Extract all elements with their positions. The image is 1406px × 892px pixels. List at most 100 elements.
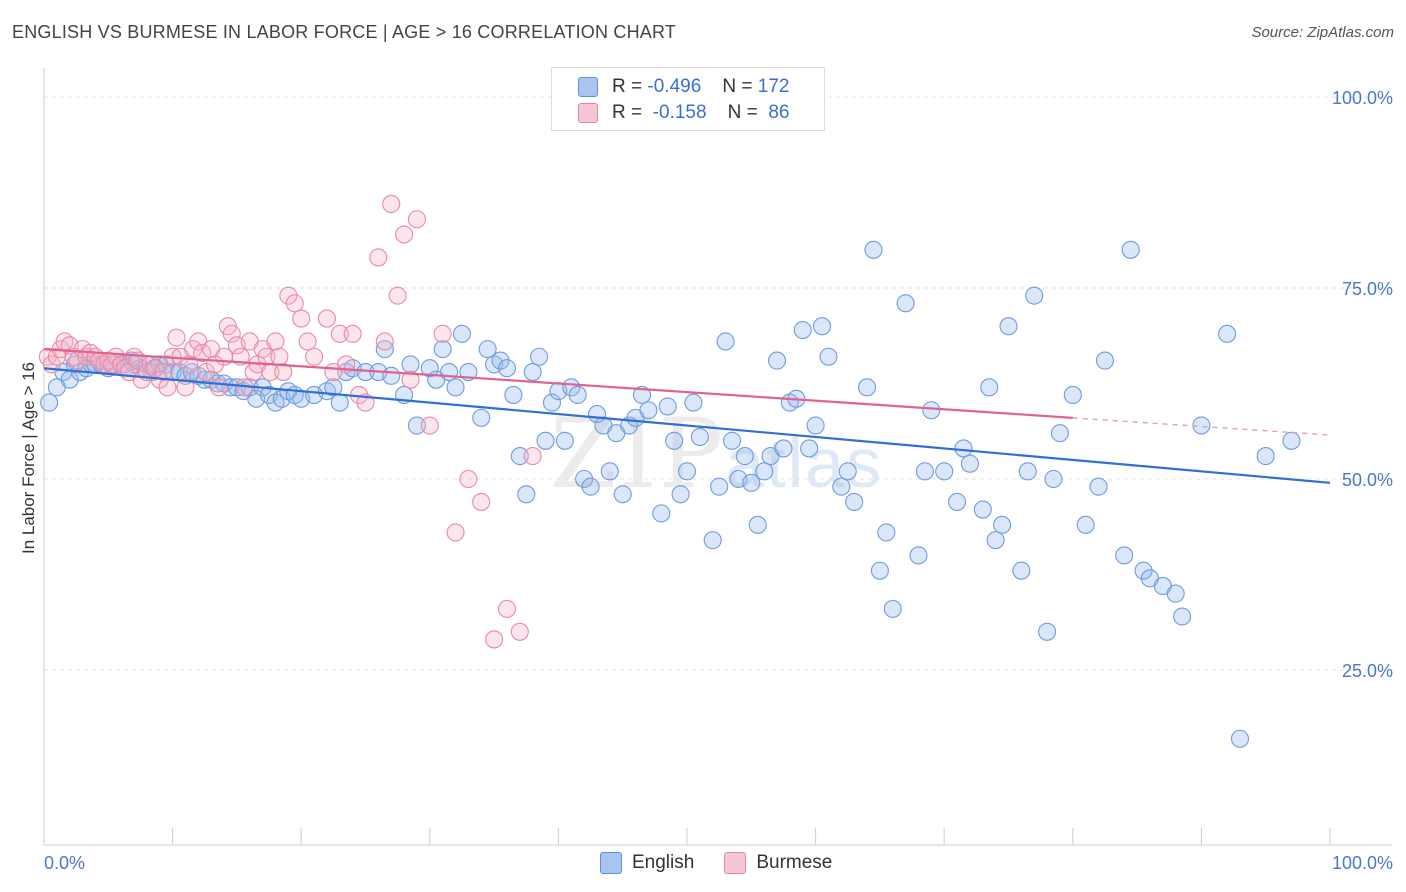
burmese-point bbox=[270, 347, 289, 366]
burmese-point bbox=[266, 332, 285, 351]
english-point bbox=[690, 427, 709, 447]
english-point bbox=[857, 378, 877, 397]
english-point bbox=[1095, 351, 1114, 370]
english-point bbox=[980, 378, 999, 397]
burmese-point bbox=[317, 309, 336, 328]
english-point bbox=[420, 359, 439, 378]
burmese-point bbox=[388, 286, 407, 305]
legend-item-burmese[interactable]: Burmese bbox=[724, 852, 832, 874]
english-point bbox=[433, 340, 452, 359]
english-point bbox=[497, 359, 517, 378]
english-point bbox=[677, 462, 697, 481]
english-point bbox=[504, 385, 523, 405]
english-point bbox=[407, 416, 426, 435]
burmese-trendline-extension bbox=[1072, 417, 1331, 436]
english-point bbox=[665, 431, 684, 450]
burmese-point bbox=[497, 599, 517, 618]
english-point bbox=[658, 397, 677, 416]
english-point bbox=[735, 447, 754, 466]
english-point bbox=[1121, 240, 1140, 259]
legend-n-value: 172 bbox=[757, 76, 790, 97]
english-point bbox=[767, 351, 787, 370]
english-point bbox=[639, 401, 658, 420]
english-point bbox=[845, 492, 864, 511]
english-point bbox=[1018, 462, 1037, 481]
english-point bbox=[870, 561, 889, 580]
burmese-point bbox=[154, 362, 173, 382]
burmese-point bbox=[274, 362, 293, 382]
burmese-point bbox=[420, 416, 439, 435]
english-point bbox=[530, 347, 549, 366]
legend-n-value: 86 bbox=[768, 102, 790, 123]
english-point bbox=[575, 469, 594, 489]
english-point bbox=[491, 351, 510, 370]
english-point bbox=[896, 294, 915, 313]
legend-r-label: R = bbox=[612, 76, 643, 97]
english-point bbox=[935, 462, 954, 481]
english-point bbox=[1038, 622, 1057, 641]
burmese-point bbox=[158, 378, 177, 397]
english-point bbox=[324, 378, 343, 397]
english-point bbox=[774, 439, 793, 458]
legend-swatch-english bbox=[578, 77, 598, 97]
english-point bbox=[877, 523, 896, 542]
legend-r-label: R = bbox=[612, 102, 643, 123]
burmese-point bbox=[446, 523, 465, 542]
english-point bbox=[722, 431, 742, 450]
english-point bbox=[472, 408, 491, 427]
burmese-point bbox=[222, 324, 241, 343]
english-point bbox=[684, 393, 703, 412]
y-tick-label: 50.0% bbox=[1342, 470, 1393, 490]
burmese-point bbox=[167, 328, 186, 347]
english-point bbox=[382, 366, 401, 385]
burmese-point bbox=[209, 378, 228, 397]
english-point bbox=[864, 240, 883, 259]
burmese-point bbox=[176, 378, 195, 397]
legend-label-english: English bbox=[632, 852, 695, 873]
burmese-point bbox=[285, 294, 304, 313]
burmese-point bbox=[298, 332, 317, 351]
english-point bbox=[993, 515, 1012, 534]
english-point bbox=[517, 485, 536, 504]
english-point bbox=[960, 454, 979, 473]
english-point bbox=[1256, 447, 1275, 466]
y-tick-label: 100.0% bbox=[1332, 88, 1393, 108]
english-point bbox=[748, 515, 767, 534]
legend-label-burmese: Burmese bbox=[756, 852, 833, 873]
burmese-point bbox=[375, 332, 394, 351]
english-point bbox=[742, 473, 761, 492]
burmese-point bbox=[472, 492, 491, 511]
legend-item-english[interactable]: English bbox=[600, 852, 694, 874]
english-point bbox=[542, 393, 562, 412]
burmese-point bbox=[343, 324, 362, 343]
legend-row-burmese: R = -0.158 N = 86 bbox=[578, 102, 789, 124]
english-point bbox=[581, 477, 600, 496]
english-point bbox=[568, 385, 587, 405]
english-point bbox=[948, 492, 967, 511]
burmese-point bbox=[433, 324, 452, 343]
legend-r-value: -0.158 bbox=[652, 102, 707, 123]
english-point bbox=[1282, 431, 1301, 450]
english-point bbox=[652, 504, 671, 523]
burmese-point bbox=[279, 286, 298, 305]
burmese-point bbox=[330, 324, 349, 343]
english-point bbox=[401, 355, 420, 374]
correlation-legend: R = -0.496 N = 172 R = -0.158 N = 86 bbox=[551, 67, 825, 131]
english-point bbox=[909, 546, 928, 565]
legend-n-label: N = bbox=[722, 76, 753, 97]
english-point bbox=[1218, 324, 1237, 343]
english-point bbox=[710, 477, 729, 496]
burmese-point bbox=[407, 210, 426, 229]
english-point bbox=[613, 485, 632, 504]
english-point bbox=[478, 340, 497, 359]
burmese-point bbox=[257, 347, 276, 366]
burmese-point bbox=[305, 347, 324, 366]
english-point bbox=[446, 378, 465, 397]
english-point bbox=[671, 485, 690, 504]
burmese-trendline bbox=[43, 348, 1073, 419]
burmese-point bbox=[395, 225, 414, 244]
english-point bbox=[922, 401, 941, 420]
legend-swatch-english bbox=[600, 852, 622, 874]
english-point bbox=[375, 340, 394, 359]
english-point bbox=[1076, 515, 1095, 534]
